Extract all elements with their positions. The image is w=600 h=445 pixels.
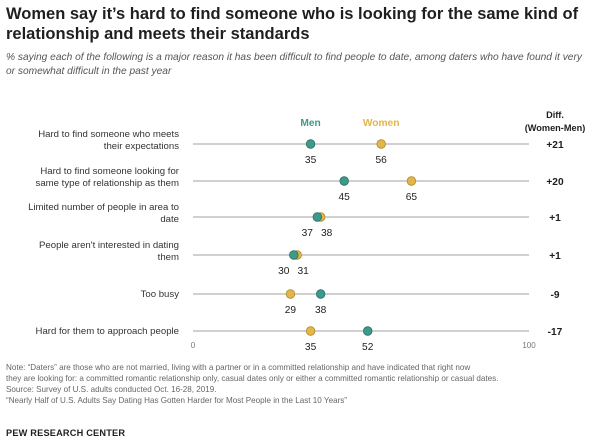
legend-men: Men <box>300 118 320 129</box>
men-dot <box>315 289 326 299</box>
row-label: Limited number of people in area to <box>28 202 179 213</box>
note-line-2: they are looking for: a committed romant… <box>6 374 499 383</box>
diff-value: +20 <box>546 177 564 188</box>
men-dot <box>312 212 323 222</box>
women-value-label: 31 <box>297 266 309 277</box>
diff-value: -9 <box>550 290 559 301</box>
diff-header: Diff. <box>546 110 564 120</box>
diff-header-sub: (Women-Men) <box>525 123 586 133</box>
men-dot <box>363 326 373 336</box>
row-label: their expectations <box>104 141 179 152</box>
men-value-label: 37 <box>302 228 314 239</box>
source-line: Source: Survey of U.S. adults conducted … <box>6 385 217 394</box>
men-dot <box>339 176 349 186</box>
row-label: Hard for them to approach people <box>36 326 179 337</box>
men-value-label: 38 <box>315 305 327 316</box>
men-value-label: 45 <box>339 192 351 203</box>
x-tick-label: 100 <box>522 341 536 350</box>
men-value-label: 30 <box>278 266 290 277</box>
dot-plot: Men Women Diff. (Women-Men) Hard to find som… <box>28 110 586 353</box>
women-dot <box>406 176 417 186</box>
diff-value: -17 <box>548 327 563 338</box>
men-dot <box>289 250 299 260</box>
women-value-label: 29 <box>285 305 297 316</box>
row-label: date <box>160 214 179 225</box>
notes-block: Note: “Daters” are those who are not mar… <box>6 362 596 406</box>
organization-name: PEW RESEARCH CENTER <box>6 428 126 438</box>
row-label: them <box>158 252 179 263</box>
women-dot <box>285 289 296 299</box>
women-dot <box>376 139 386 149</box>
row-label: Hard to find someone who meets <box>38 129 179 140</box>
chart-subtitle: % saying each of the following is a majo… <box>6 52 582 77</box>
report-title-line: “Nearly Half of U.S. Adults Say Dating H… <box>6 396 348 405</box>
men-value-label: 35 <box>305 155 317 166</box>
row-label: Too busy <box>141 289 180 300</box>
note-line-1: Note: “Daters” are those who are not mar… <box>6 363 471 372</box>
diff-value: +1 <box>549 251 561 262</box>
x-tick-label: 0 <box>191 341 196 350</box>
men-dot <box>305 139 316 149</box>
chart-title: Women say it’s hard to find someone who … <box>6 5 579 43</box>
diff-value: +1 <box>549 213 561 224</box>
row-label: same type of relationship as them <box>36 178 179 189</box>
women-dot <box>305 326 316 336</box>
men-value-label: 52 <box>362 342 374 353</box>
women-value-label: 35 <box>305 342 317 353</box>
row-label: Hard to find someone looking for <box>40 166 179 177</box>
legend-women: Women <box>363 118 400 129</box>
women-value-label: 56 <box>375 155 387 166</box>
women-value-label: 65 <box>406 192 418 203</box>
row-label: People aren't interested in dating <box>39 240 179 251</box>
women-value-label: 38 <box>321 228 333 239</box>
diff-value: +21 <box>546 140 564 151</box>
